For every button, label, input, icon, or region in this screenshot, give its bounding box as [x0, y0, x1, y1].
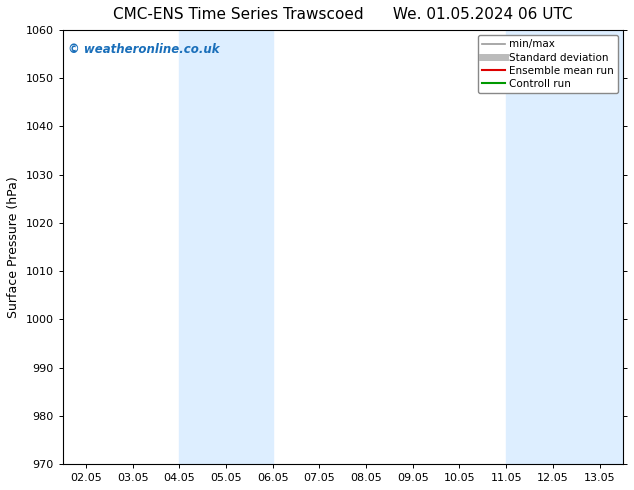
Text: © weatheronline.co.uk: © weatheronline.co.uk	[68, 43, 220, 56]
Legend: min/max, Standard deviation, Ensemble mean run, Controll run: min/max, Standard deviation, Ensemble me…	[477, 35, 618, 93]
Bar	[179, 30, 273, 464]
Y-axis label: Surface Pressure (hPa): Surface Pressure (hPa)	[7, 176, 20, 318]
Bar	[506, 30, 634, 464]
Title: CMC-ENS Time Series Trawscoed      We. 01.05.2024 06 UTC: CMC-ENS Time Series Trawscoed We. 01.05.…	[113, 7, 573, 22]
